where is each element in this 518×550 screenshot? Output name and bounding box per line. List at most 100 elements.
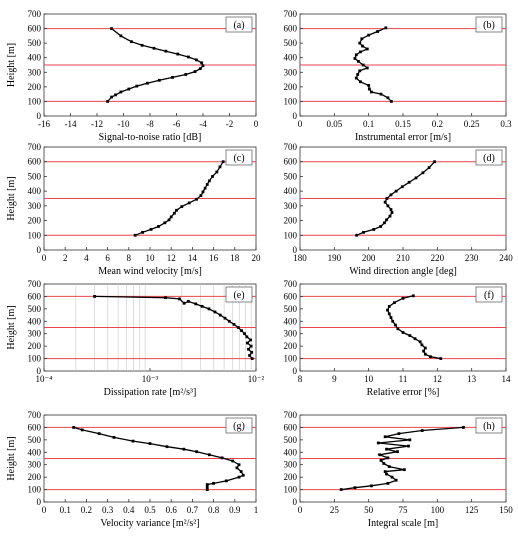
y-tick-label: 500 (284, 171, 298, 181)
x-tick-label: 25 (330, 505, 340, 515)
y-tick-label: 700 (28, 279, 42, 289)
y-tick-label: 100 (284, 230, 298, 240)
data-point (365, 66, 369, 70)
data-point (408, 438, 412, 442)
data-point (389, 316, 393, 319)
data-point (386, 456, 390, 460)
y-tick-label: 500 (284, 38, 298, 48)
y-tick-label: 600 (284, 24, 298, 34)
x-axis-label: Dissipation rate [m²/s³] (104, 387, 197, 398)
x-tick-label: -16 (38, 119, 50, 129)
data-point (247, 347, 250, 351)
data-point (163, 221, 167, 225)
data-point (211, 175, 214, 178)
data-point (175, 208, 178, 212)
y-tick-label: 700 (284, 9, 298, 19)
panel-d: 180 190 200 210 220 230 240 0 100 200 300 400 500 600… (284, 142, 514, 277)
y-tick-label: 200 (284, 341, 298, 351)
data-point (187, 201, 191, 205)
x-tick-label: -4 (199, 119, 207, 129)
data-point (112, 435, 116, 439)
data-point (193, 70, 197, 73)
x-tick-label: 0.2 (81, 505, 92, 515)
data-point (140, 43, 144, 47)
data-point (207, 307, 211, 311)
data-point (182, 301, 186, 305)
data-point (171, 75, 174, 79)
panel-label: (a) (233, 20, 244, 31)
data-point (169, 215, 173, 219)
data-point (207, 179, 211, 183)
data-point (423, 352, 427, 356)
x-tick-label: 14 (188, 253, 198, 263)
x-tick-label: -8 (146, 119, 154, 129)
data-point (207, 453, 211, 457)
data-point (423, 346, 427, 350)
x-tick-label: 0.3 (500, 119, 512, 129)
data-point (394, 478, 398, 482)
data-point (387, 304, 391, 308)
data-point (205, 485, 209, 489)
x-tick-label: 230 (465, 253, 479, 263)
data-point (148, 442, 152, 445)
data-point (172, 211, 176, 215)
x-tick-label: 8 (298, 374, 303, 384)
x-tick-label: 0.05 (326, 119, 342, 129)
data-point (80, 428, 84, 432)
y-axis-label: Height [m] (6, 436, 17, 480)
y-tick-label: 400 (284, 53, 298, 63)
data-point (429, 355, 432, 359)
y-axis-label: Height [m] (6, 305, 17, 349)
data-point (365, 47, 369, 51)
data-point (420, 429, 424, 432)
data-point (215, 170, 219, 174)
y-tick-label: 300 (284, 460, 298, 470)
data-point (367, 84, 371, 87)
data-point (250, 357, 254, 360)
data-point (384, 26, 388, 30)
data-point (393, 301, 396, 305)
data-point (418, 340, 422, 344)
data-point (249, 338, 253, 342)
data-point (232, 322, 236, 326)
x-tick-label: 220 (431, 253, 445, 263)
x-tick-label: 0.15 (395, 119, 411, 129)
panel-label: (b) (483, 20, 495, 31)
data-point (389, 208, 393, 211)
data-point (413, 337, 417, 341)
data-point (223, 316, 227, 320)
data-point (243, 332, 246, 336)
data-point (110, 95, 113, 99)
data-point (236, 326, 240, 329)
data-point (213, 310, 217, 314)
data-point (383, 221, 386, 225)
y-axis-label: Height [m] (6, 176, 17, 220)
x-tick-label: 16 (209, 253, 219, 263)
data-point (386, 96, 390, 100)
data-point (195, 197, 199, 201)
x-tick-label: 0.5 (144, 505, 156, 515)
y-tick-label: 0 (37, 245, 42, 255)
data-point (157, 78, 161, 82)
x-axis-label: Mean wind velocity [m/s] (98, 266, 202, 277)
data-point (370, 484, 373, 488)
data-point (439, 357, 443, 360)
panel-label: (d) (483, 153, 495, 164)
data-point (401, 296, 405, 300)
y-tick-label: 400 (28, 53, 42, 63)
data-point (421, 171, 425, 175)
x-tick-label: 1 (254, 505, 259, 515)
x-tick-label: -10 (118, 119, 130, 129)
x-tick-label: 0.3 (102, 505, 114, 515)
data-point (141, 230, 144, 234)
x-tick-label: 11 (399, 374, 408, 384)
y-tick-label: 600 (284, 157, 298, 167)
y-tick-label: 300 (284, 201, 298, 211)
data-point (390, 475, 394, 479)
y-tick-label: 500 (284, 304, 298, 314)
x-tick-label: 4 (84, 253, 89, 263)
y-tick-label: 200 (284, 472, 298, 482)
data-point (200, 304, 204, 308)
data-point (356, 73, 360, 76)
y-tick-label: 600 (28, 422, 42, 432)
